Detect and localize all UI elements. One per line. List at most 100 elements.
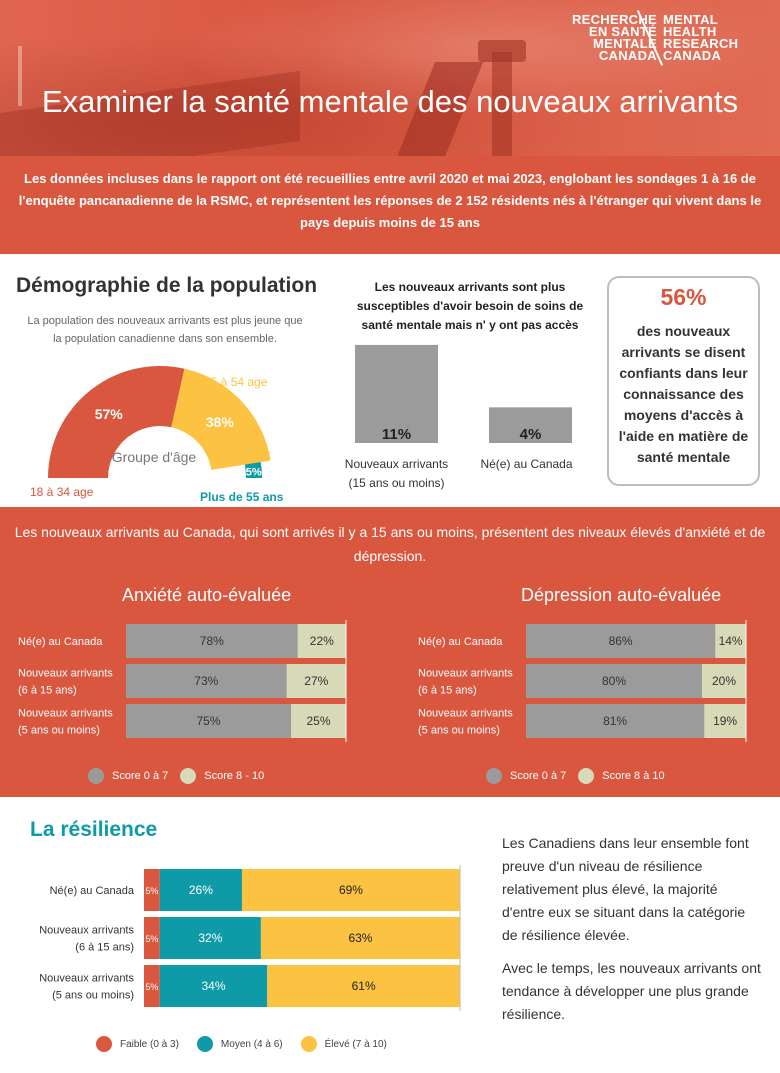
stacked-bar-segment bbox=[286, 664, 346, 698]
access-bar-label: 4% bbox=[520, 426, 542, 443]
stacked-bar-label: 14% bbox=[719, 634, 743, 648]
stacked-bar-segment bbox=[144, 917, 160, 959]
resilience-text-2: Avec le temps, les nouveaux arrivants on… bbox=[502, 960, 761, 1022]
legend-item: Faible (0 à 3) bbox=[96, 1036, 179, 1052]
resilience-stacked-chart: 5% 26% 69% Né(e) au Canada 5% 32% 63% Nouveaux … bbox=[39, 865, 461, 1011]
stacked-bar-label: 73% bbox=[194, 674, 218, 688]
stacked-bar-segment bbox=[241, 869, 460, 911]
logo-text-en: MENTAL HEALTH RESEARCH CANADA bbox=[663, 12, 739, 63]
stacked-category-label: Né(e) au Canada bbox=[18, 636, 103, 648]
stacked-bar-label: 20% bbox=[712, 674, 736, 688]
intro-text: Les données incluses dans le rapport ont… bbox=[0, 156, 780, 254]
access-bar bbox=[355, 344, 438, 443]
access-category-label: Nouveaux arrivants bbox=[345, 457, 448, 471]
legend-swatch bbox=[578, 768, 595, 784]
access-bar-chart: 11% Nouveaux arrivants (15 ans ou moins) 4%… bbox=[345, 344, 573, 490]
depression-legend: Score 0 à 7 Score 8 à 10 bbox=[486, 768, 677, 784]
stacked-bar-label: 5% bbox=[145, 886, 158, 896]
header-background bbox=[0, 0, 780, 156]
stacked-category-label: Né(e) au Canada bbox=[418, 636, 503, 648]
legend-item: Score 0 à 7 bbox=[486, 768, 566, 784]
stacked-category-label: (6 à 15 ans) bbox=[418, 685, 477, 697]
donut-slice bbox=[48, 366, 185, 478]
stacked-bar-segment bbox=[715, 624, 746, 658]
donut-center-label: Groupe d'âge bbox=[112, 449, 197, 465]
donut-category-label: 18 à 34 age bbox=[30, 485, 94, 499]
demographics-subtitle: La population des nouveaux arrivants est… bbox=[27, 315, 303, 345]
donut-category-label: Plus de 55 ans bbox=[200, 490, 284, 504]
stacked-bar-label: 5% bbox=[145, 934, 158, 944]
stacked-bar-label: 5% bbox=[145, 982, 158, 992]
stacked-bar-label: 80% bbox=[602, 674, 626, 688]
stacked-bar-segment bbox=[126, 664, 287, 698]
legend-swatch bbox=[486, 768, 502, 784]
depression-stacked-chart: 86% 14% Né(e) au Canada 80% 20% Nouveaux arri… bbox=[418, 620, 747, 742]
control-tower-top-shape bbox=[478, 40, 526, 62]
donut-slice-label: 38% bbox=[206, 414, 235, 430]
legend-swatch bbox=[96, 1036, 112, 1052]
stacked-bar-label: 69% bbox=[339, 883, 363, 897]
stacked-bar-label: 78% bbox=[200, 634, 224, 648]
stacked-bar-segment bbox=[526, 664, 702, 698]
stacked-bar-label: 25% bbox=[306, 714, 330, 728]
stacked-bar-segment bbox=[526, 624, 716, 658]
stacked-bar-segment bbox=[260, 917, 460, 959]
confidence-stat-box: 56% des nouveaux arrivants se disent con… bbox=[607, 276, 760, 486]
stacked-bar-label: 22% bbox=[310, 634, 334, 648]
stacked-bar-label: 34% bbox=[202, 979, 226, 993]
stacked-category-label: Nouveaux arrivants bbox=[418, 668, 513, 680]
stacked-bar-label: 27% bbox=[304, 674, 328, 688]
donut-slice bbox=[171, 368, 271, 470]
stacked-bar-segment bbox=[267, 965, 460, 1007]
confidence-text: des nouveaux arrivants se disent confian… bbox=[618, 323, 749, 465]
stacked-category-label: Nouveaux arrivants bbox=[18, 708, 113, 720]
stacked-category-label: Nouveaux arrivants bbox=[39, 973, 134, 985]
access-category-label: (15 ans ou moins) bbox=[348, 476, 444, 490]
legend-swatch bbox=[180, 768, 197, 784]
stacked-bar-label: 19% bbox=[713, 714, 737, 728]
legend-swatch bbox=[196, 1036, 213, 1052]
access-chart-title: Les nouveaux arrivants sont plus suscept… bbox=[356, 280, 584, 332]
stacked-bar-label: 63% bbox=[348, 931, 372, 945]
donut-slice-label: 5% bbox=[246, 467, 262, 479]
resilience-legend: Faible (0 à 3) Moyen (4 à 6) Élevé (7 à … bbox=[96, 1036, 405, 1052]
legend-swatch bbox=[300, 1036, 317, 1052]
donut-slice-label: 57% bbox=[95, 406, 124, 422]
stacked-bar-segment bbox=[291, 704, 346, 738]
resilience-text-1: Les Canadiens dans leur ensemble font pr… bbox=[502, 835, 749, 943]
stacked-category-label: Né(e) au Canada bbox=[50, 885, 135, 897]
age-donut-chart: 57% 38% 5% Groupe d'âge 18 à 34 age 35 à 54 a… bbox=[30, 366, 284, 504]
mhrc-logo: RECHERCHE EN SANTÉ MENTALE CANADA MENTAL… bbox=[555, 10, 765, 66]
stacked-bar-segment bbox=[144, 965, 160, 1007]
stacked-category-label: (5 ans ou moins) bbox=[18, 725, 100, 737]
anxiety-legend: Score 0 à 7 Score 8 - 10 bbox=[88, 768, 276, 784]
stacked-bar-segment bbox=[702, 664, 746, 698]
control-tower-shape bbox=[492, 52, 512, 156]
stacked-category-label: Nouveaux arrivants bbox=[18, 668, 113, 680]
stacked-category-label: (5 ans ou moins) bbox=[52, 990, 134, 1002]
legend-item: Score 8 - 10 bbox=[180, 768, 264, 784]
stacked-bar-segment bbox=[159, 917, 261, 959]
stacked-category-label: (6 à 15 ans) bbox=[18, 685, 77, 697]
resilience-title: La résilience bbox=[30, 818, 158, 841]
page-title: Examiner la santé mentale des nouveaux a… bbox=[41, 84, 739, 119]
legend-item: Score 8 à 10 bbox=[578, 768, 665, 784]
stacked-bar-label: 86% bbox=[609, 634, 633, 648]
donut-category-label: 35 à 54 age bbox=[204, 375, 268, 389]
stacked-bar-label: 75% bbox=[196, 714, 220, 728]
legend-item: Score 0 à 7 bbox=[88, 768, 168, 784]
access-bar bbox=[489, 407, 572, 443]
stacked-bar-segment bbox=[297, 624, 346, 658]
stacked-bar-segment bbox=[126, 704, 291, 738]
stacked-bar-label: 81% bbox=[603, 714, 627, 728]
stacked-bar-label: 26% bbox=[189, 883, 213, 897]
anxiety-stacked-chart: 78% 22% Né(e) au Canada 73% 27% Nouveaux arri… bbox=[18, 620, 347, 742]
stacked-category-label: (5 ans ou moins) bbox=[418, 725, 500, 737]
stacked-bar-segment bbox=[144, 869, 160, 911]
logo-text-fr: RECHERCHE EN SANTÉ MENTALE CANADA bbox=[571, 12, 657, 63]
resilience-text: Les Canadiens dans leur ensemble font pr… bbox=[502, 832, 762, 1036]
stacked-category-label: Nouveaux arrivants bbox=[418, 708, 513, 720]
stacked-category-label: (6 à 15 ans) bbox=[75, 942, 134, 954]
donut-slice bbox=[244, 462, 262, 478]
legend-swatch bbox=[88, 768, 104, 784]
